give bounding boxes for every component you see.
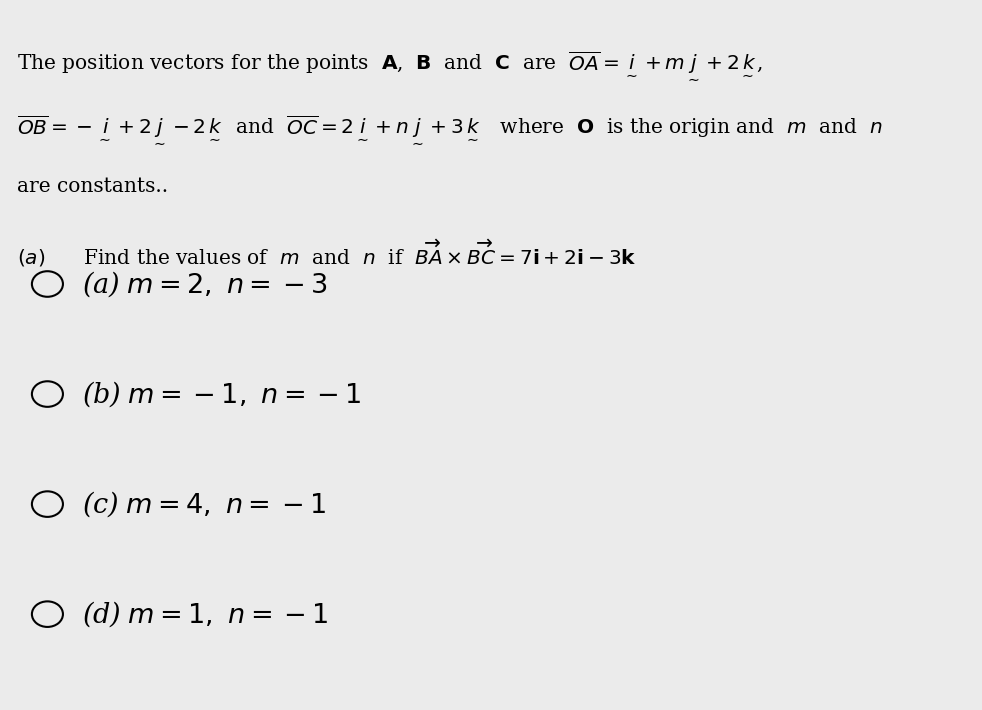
Text: $\overline{OB} = -\underset{\sim}{i} + 2\underset{\sim}{j} - 2\underset{\sim}{k}: $\overline{OB} = -\underset{\sim}{i} + 2… bbox=[18, 114, 883, 145]
Text: (b)$\;$$m = -1,\ n = -1$: (b)$\;$$m = -1,\ n = -1$ bbox=[82, 379, 361, 409]
Text: $(a)$      Find the values of  $m$  and  $n$  if  $\overrightarrow{BA} \times \o: $(a)$ Find the values of $m$ and $n$ if … bbox=[18, 238, 637, 270]
Text: (c)$\;$$m = 4,\ n = -1$: (c)$\;$$m = 4,\ n = -1$ bbox=[82, 489, 326, 519]
Text: (a)$\;$$m = 2,\ n = -3$: (a)$\;$$m = 2,\ n = -3$ bbox=[82, 269, 327, 299]
Text: The position vectors for the points  $\mathbf{A}$,  $\mathbf{B}$  and  $\mathbf{: The position vectors for the points $\ma… bbox=[18, 50, 763, 81]
Text: are constants..: are constants.. bbox=[18, 178, 168, 197]
Text: (d)$\;$$m = 1,\ n = -1$: (d)$\;$$m = 1,\ n = -1$ bbox=[82, 599, 328, 629]
